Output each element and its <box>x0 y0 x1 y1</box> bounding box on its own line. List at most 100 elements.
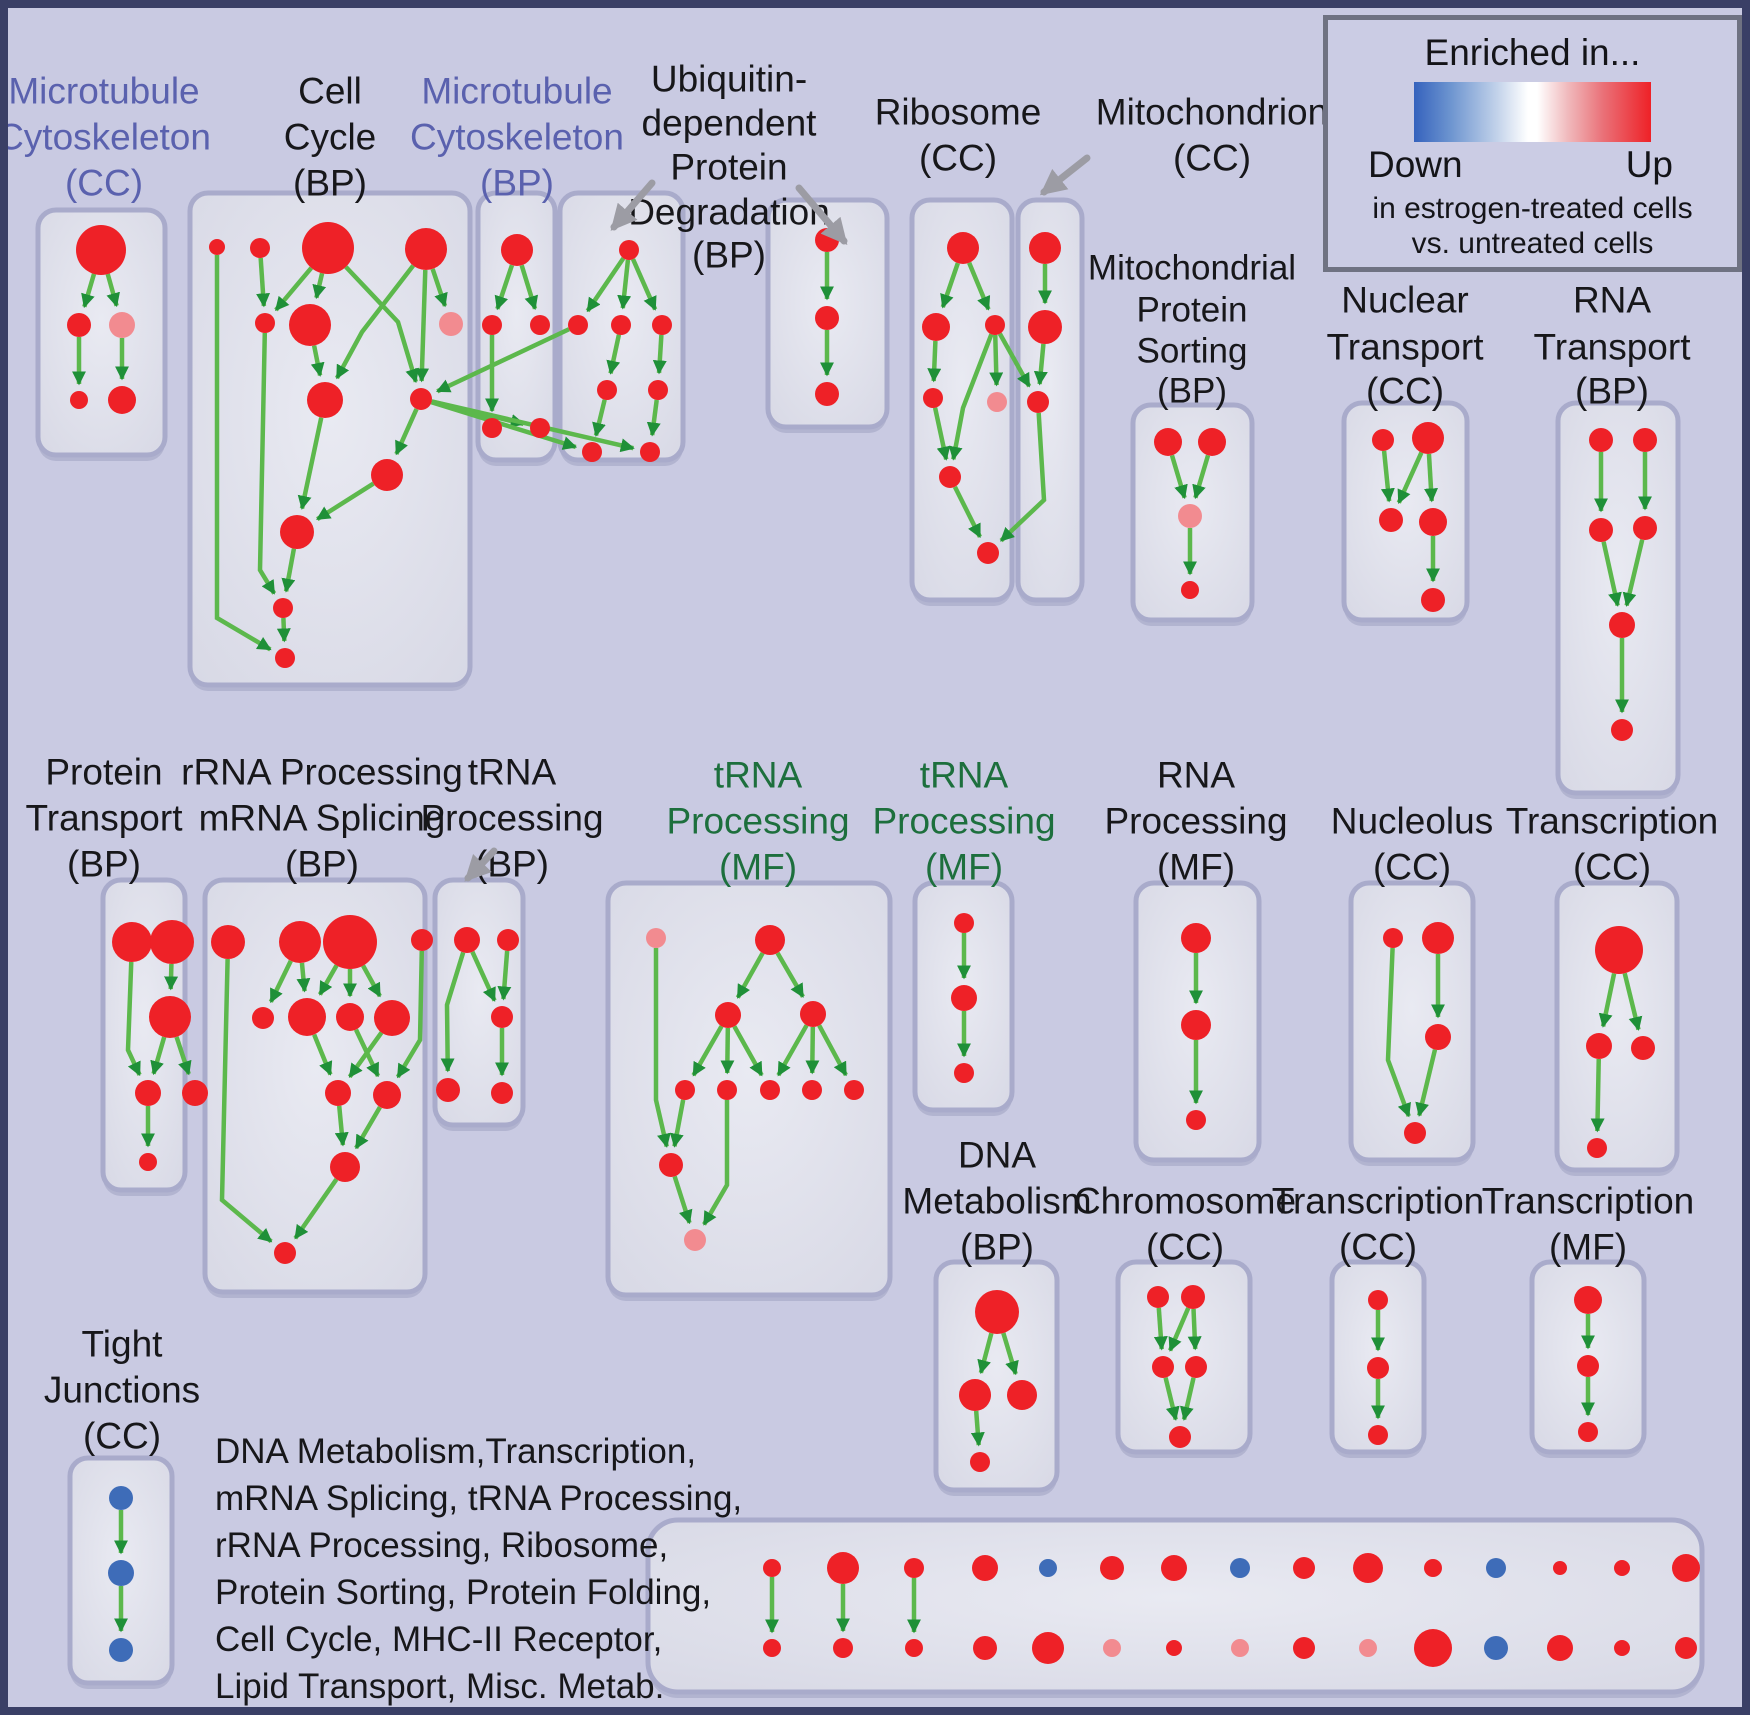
go-term-node-bottom-bottom-12[interactable] <box>1547 1635 1573 1661</box>
go-term-node-bottom-top-13[interactable] <box>1614 1560 1630 1576</box>
go-term-node-microtubule-cytoskeleton-cc-0[interactable] <box>76 225 126 275</box>
go-term-node-trna-processing-mf-2-1[interactable] <box>951 985 977 1011</box>
go-term-node-cell-cycle-bp-2[interactable] <box>302 222 354 274</box>
go-term-node-microtubule-cytoskeleton-cc-1[interactable] <box>67 313 91 337</box>
go-term-node-rna-processing-mf-2[interactable] <box>1186 1110 1206 1130</box>
go-term-node-bottom-bottom-10[interactable] <box>1414 1629 1452 1667</box>
go-term-node-trna-processing-mf-1-10[interactable] <box>684 1229 706 1251</box>
go-term-node-bottom-top-3[interactable] <box>972 1555 998 1581</box>
go-term-node-protein-transport-bp-3[interactable] <box>135 1080 161 1106</box>
go-term-node-bottom-bottom-2[interactable] <box>905 1639 923 1657</box>
go-term-node-bottom-top-8[interactable] <box>1293 1557 1315 1579</box>
go-term-node-chromosome-cc-0[interactable] <box>1147 1286 1169 1308</box>
go-term-node-ubiquitin-degradation-bp-1-4[interactable] <box>597 380 617 400</box>
go-term-node-rrna-processing-mrna-splicing-bp-4[interactable] <box>252 1007 274 1029</box>
go-term-node-cell-cycle-bp-3[interactable] <box>405 228 447 270</box>
go-term-node-cell-cycle-bp-9[interactable] <box>371 459 403 491</box>
go-term-node-cell-cycle-bp-12[interactable] <box>275 648 295 668</box>
go-term-node-bottom-top-2[interactable] <box>904 1558 924 1578</box>
go-term-node-trna-processing-bp-4[interactable] <box>491 1082 513 1104</box>
go-term-node-cell-cycle-bp-0[interactable] <box>209 239 225 255</box>
go-term-node-trna-processing-bp-3[interactable] <box>436 1078 460 1102</box>
go-term-node-tight-junctions-cc-0[interactable] <box>109 1486 133 1510</box>
go-term-node-bottom-top-1[interactable] <box>827 1552 859 1584</box>
go-term-node-cell-cycle-bp-6[interactable] <box>439 312 463 336</box>
go-term-node-transcription-cc-3-0[interactable] <box>1368 1290 1388 1310</box>
go-term-node-microtubule-cytoskeleton-cc-4[interactable] <box>108 386 136 414</box>
go-term-node-cell-cycle-bp-10[interactable] <box>280 515 314 549</box>
go-term-node-trna-processing-mf-1-6[interactable] <box>760 1080 780 1100</box>
go-term-node-chromosome-cc-1[interactable] <box>1181 1285 1205 1309</box>
go-term-node-transcription-cc-3-1[interactable] <box>1367 1357 1389 1379</box>
go-term-node-mitochondrial-protein-sorting-bp-2[interactable] <box>1178 504 1202 528</box>
go-term-node-nucleolus-cc-2[interactable] <box>1425 1024 1451 1050</box>
go-term-node-ubiquitin-degradation-bp-1-0[interactable] <box>619 240 639 260</box>
go-term-node-microtubule-cytoskeleton-bp-0[interactable] <box>501 234 533 266</box>
go-term-node-trna-processing-bp-0[interactable] <box>454 927 480 953</box>
go-term-node-trna-processing-mf-2-0[interactable] <box>954 913 974 933</box>
go-term-node-rrna-processing-mrna-splicing-bp-2[interactable] <box>323 915 377 969</box>
go-term-node-ubiquitin-degradation-bp-2-2[interactable] <box>815 382 839 406</box>
go-term-node-trna-processing-bp-2[interactable] <box>491 1006 513 1028</box>
go-term-node-nuclear-transport-cc-3[interactable] <box>1419 508 1447 536</box>
go-term-node-microtubule-cytoskeleton-bp-2[interactable] <box>530 315 550 335</box>
go-term-node-trna-processing-mf-1-3[interactable] <box>800 1001 826 1027</box>
go-term-node-trna-processing-mf-1-2[interactable] <box>715 1002 741 1028</box>
go-term-node-transcription-cc-3-2[interactable] <box>1368 1425 1388 1445</box>
go-term-node-protein-transport-bp-2[interactable] <box>149 996 191 1038</box>
go-term-node-microtubule-cytoskeleton-bp-3[interactable] <box>482 418 502 438</box>
go-term-node-bottom-top-6[interactable] <box>1161 1555 1187 1581</box>
go-term-node-ubiquitin-degradation-bp-1-7[interactable] <box>640 442 660 462</box>
go-term-node-mitochondrial-protein-sorting-bp-3[interactable] <box>1181 581 1199 599</box>
go-term-node-bottom-bottom-14[interactable] <box>1675 1637 1697 1659</box>
go-term-node-bottom-top-0[interactable] <box>763 1559 781 1577</box>
go-term-node-chromosome-cc-3[interactable] <box>1185 1356 1207 1378</box>
go-term-node-trna-processing-mf-1-1[interactable] <box>755 925 785 955</box>
go-term-node-nuclear-transport-cc-4[interactable] <box>1421 588 1445 612</box>
go-term-node-rrna-processing-mrna-splicing-bp-10[interactable] <box>330 1152 360 1182</box>
go-term-node-mitochondrion-cc-1[interactable] <box>1028 310 1062 344</box>
go-term-node-cell-cycle-bp-5[interactable] <box>289 304 331 346</box>
go-term-node-ubiquitin-degradation-bp-1-6[interactable] <box>582 442 602 462</box>
go-term-node-bottom-top-14[interactable] <box>1672 1554 1700 1582</box>
go-term-node-bottom-top-5[interactable] <box>1100 1556 1124 1580</box>
go-term-node-rrna-processing-mrna-splicing-bp-6[interactable] <box>336 1003 364 1031</box>
go-term-node-ribosome-cc-2[interactable] <box>985 315 1005 335</box>
go-term-node-bottom-top-4[interactable] <box>1039 1559 1057 1577</box>
go-term-node-rna-processing-mf-1[interactable] <box>1181 1010 1211 1040</box>
go-term-node-dna-metabolism-bp-3[interactable] <box>970 1452 990 1472</box>
go-term-node-nuclear-transport-cc-0[interactable] <box>1372 429 1394 451</box>
go-term-node-bottom-bottom-0[interactable] <box>763 1639 781 1657</box>
go-term-node-cell-cycle-bp-8[interactable] <box>410 388 432 410</box>
go-term-node-nuclear-transport-cc-2[interactable] <box>1379 508 1403 532</box>
go-term-node-chromosome-cc-4[interactable] <box>1169 1426 1191 1448</box>
go-term-node-microtubule-cytoskeleton-cc-2[interactable] <box>109 312 135 338</box>
go-term-node-protein-transport-bp-1[interactable] <box>150 920 194 964</box>
go-term-node-bottom-top-7[interactable] <box>1230 1558 1250 1578</box>
go-term-node-protein-transport-bp-5[interactable] <box>139 1153 157 1171</box>
go-term-node-mitochondrial-protein-sorting-bp-0[interactable] <box>1154 428 1182 456</box>
go-term-node-ubiquitin-degradation-bp-1-2[interactable] <box>611 315 631 335</box>
go-term-node-mitochondrial-protein-sorting-bp-1[interactable] <box>1198 428 1226 456</box>
go-term-node-ribosome-cc-3[interactable] <box>923 388 943 408</box>
go-term-node-bottom-bottom-8[interactable] <box>1293 1637 1315 1659</box>
go-term-node-rna-transport-bp-4[interactable] <box>1609 612 1635 638</box>
go-term-node-rna-processing-mf-0[interactable] <box>1181 923 1211 953</box>
go-term-node-trna-processing-mf-1-7[interactable] <box>802 1080 822 1100</box>
go-term-node-bottom-top-11[interactable] <box>1486 1558 1506 1578</box>
go-term-node-bottom-bottom-4[interactable] <box>1032 1632 1064 1664</box>
go-term-node-bottom-bottom-9[interactable] <box>1359 1639 1377 1657</box>
go-term-node-microtubule-cytoskeleton-bp-4[interactable] <box>530 418 550 438</box>
go-term-node-transcription-cc-2-1[interactable] <box>1586 1033 1612 1059</box>
go-term-node-transcription-cc-2-3[interactable] <box>1587 1138 1607 1158</box>
go-term-node-transcription-mf-0[interactable] <box>1574 1286 1602 1314</box>
go-term-node-mitochondrion-cc-0[interactable] <box>1029 232 1061 264</box>
go-term-node-tight-junctions-cc-1[interactable] <box>108 1560 134 1586</box>
go-term-node-protein-transport-bp-0[interactable] <box>112 922 152 962</box>
go-term-node-cell-cycle-bp-4[interactable] <box>255 313 275 333</box>
go-term-node-rna-transport-bp-2[interactable] <box>1589 518 1613 542</box>
go-term-node-bottom-top-10[interactable] <box>1424 1559 1442 1577</box>
go-term-node-bottom-bottom-1[interactable] <box>833 1638 853 1658</box>
go-term-node-ribosome-cc-0[interactable] <box>947 232 979 264</box>
go-term-node-mitochondrion-cc-2[interactable] <box>1027 391 1049 413</box>
